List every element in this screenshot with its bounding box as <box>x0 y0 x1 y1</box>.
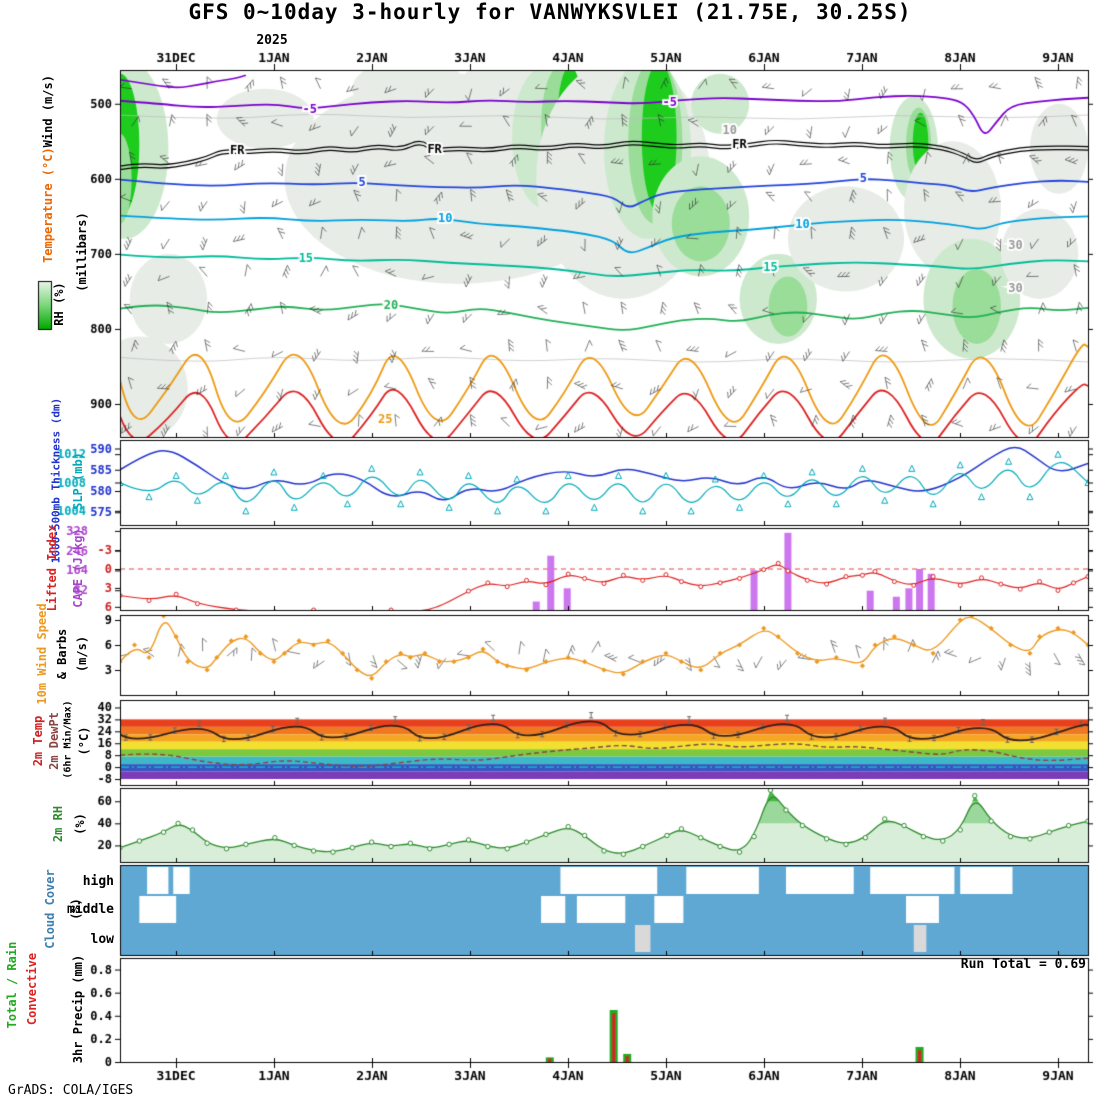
axis-label-degc: (°C) <box>77 726 91 756</box>
axis-label-convective: Convective <box>25 952 39 1026</box>
axis-label-temperature: Temperature (°C) <box>41 147 55 263</box>
axis-label-total-rain: Total / Rain <box>5 941 19 1029</box>
axis-label-3hr-precip: 3hr Precip (mm) <box>71 954 85 1064</box>
year-label: 2025 <box>256 33 288 48</box>
run-total-label: Run Total = 0.69 <box>960 957 1086 972</box>
axis-label-minmax: (6hr Min/Max) <box>62 700 74 779</box>
page-title: GFS 0~10day 3-hourly for VANWYKSVLEI (21… <box>188 0 912 24</box>
axis-label-millibars: (millibars) <box>75 212 89 292</box>
axis-label-cape: CAPE (J/kg) <box>71 528 85 608</box>
cloud-row-middle: middle <box>67 902 114 917</box>
axis-label-rh-pct: (%) <box>73 813 87 835</box>
axis-label-wind: Wind (m/s) <box>41 75 55 148</box>
axis-label-cloud-cover: Cloud Cover <box>43 869 57 949</box>
cloud-row-high: high <box>82 874 114 889</box>
axis-label-rh: RH (%) <box>52 282 66 326</box>
cloud-row-low: low <box>90 932 114 947</box>
axis-label-ms: (m/s) <box>75 635 89 673</box>
grads-credit: GrADS: COLA/IGES <box>8 1083 134 1098</box>
axis-label-slp: SLP (mb) <box>71 452 85 510</box>
axis-label-temp-wind: Temperature (°C)Wind (m/s) <box>41 64 55 274</box>
axis-label-2m-dewpt: 2m DewPt <box>47 712 61 770</box>
axis-label-2m-temp: 2m Temp <box>31 715 45 767</box>
